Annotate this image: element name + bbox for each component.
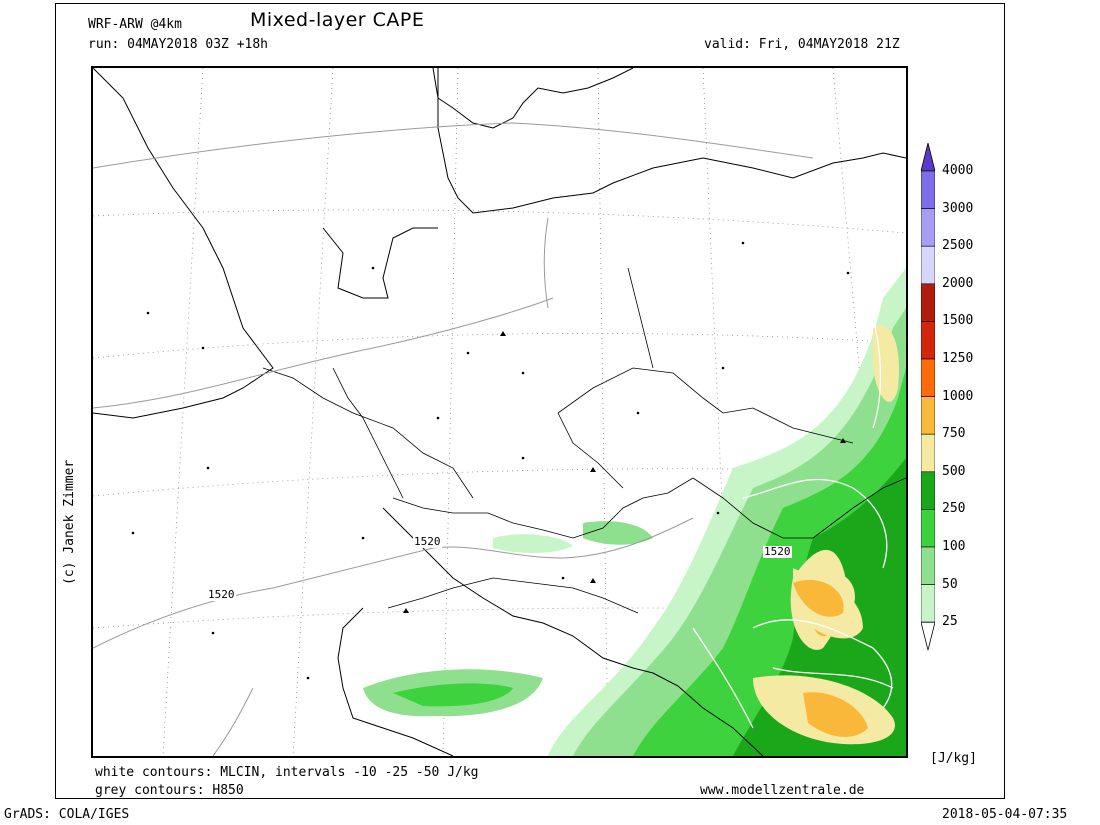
legend-bar bbox=[920, 142, 936, 651]
mountain-markers bbox=[403, 331, 846, 613]
legend-label-750: 750 bbox=[942, 426, 966, 442]
color-legend bbox=[920, 142, 936, 673]
legend-arrow-top bbox=[920, 142, 936, 172]
legend-box-1500 bbox=[920, 283, 936, 322]
contour-label-1520-east: 1520 bbox=[763, 545, 792, 558]
legend-box-50 bbox=[920, 546, 936, 585]
legend-box-100 bbox=[920, 509, 936, 548]
legend-label-2500: 2500 bbox=[942, 238, 974, 254]
legend-box-3000 bbox=[920, 170, 936, 209]
legend-box-250 bbox=[920, 471, 936, 510]
legend-label-2000: 2000 bbox=[942, 275, 974, 291]
contour-label-1520-north: 1520 bbox=[413, 535, 442, 548]
plot-frame bbox=[55, 3, 1005, 799]
coastlines bbox=[93, 68, 906, 756]
cape-shading bbox=[363, 268, 906, 756]
white-contours-note: white contours: MLCIN, intervals -10 -25… bbox=[95, 765, 479, 780]
page-title: Mixed-layer CAPE bbox=[250, 9, 425, 31]
grads-credit: GrADS: COLA/IGES bbox=[4, 807, 130, 822]
city-markers bbox=[131, 241, 850, 680]
valid-label: valid: Fri, 04MAY2018 21Z bbox=[704, 37, 900, 52]
website-link[interactable]: www.modellzentrale.de bbox=[700, 783, 865, 798]
weather-map: 1520 1520 1520 bbox=[91, 66, 908, 758]
country-borders bbox=[262, 267, 906, 614]
render-timestamp: 2018-05-04-07:35 bbox=[942, 807, 1068, 822]
legend-label-500: 500 bbox=[942, 463, 966, 479]
legend-arrow-bottom bbox=[920, 621, 936, 651]
legend-label-250: 250 bbox=[942, 501, 966, 517]
legend-box-2000 bbox=[920, 245, 936, 285]
legend-box-1250 bbox=[920, 321, 936, 360]
legend-box-2500 bbox=[920, 208, 936, 247]
legend-label-25: 25 bbox=[942, 614, 958, 630]
legend-label-3000: 3000 bbox=[942, 200, 974, 216]
legend-box-1000 bbox=[920, 358, 936, 397]
legend-label-1500: 1500 bbox=[942, 313, 974, 329]
legend-box-750 bbox=[920, 396, 936, 435]
model-label: WRF-ARW @4km bbox=[88, 17, 182, 32]
grey-contours-note: grey contours: H850 bbox=[95, 783, 244, 798]
legend-label-1250: 1250 bbox=[942, 351, 974, 366]
run-label: run: 04MAY2018 03Z +18h bbox=[88, 37, 269, 52]
contour-label-1520-west: 1520 bbox=[207, 588, 236, 601]
legend-unit: [J/kg] bbox=[930, 751, 977, 766]
h850-contours bbox=[93, 122, 814, 756]
legend-label-4000: 4000 bbox=[942, 163, 974, 178]
map-canvas bbox=[93, 68, 906, 756]
legend-box-500 bbox=[920, 433, 936, 473]
legend-label-50: 50 bbox=[942, 576, 958, 592]
legend-label-1000: 1000 bbox=[942, 388, 974, 404]
mlcin-contours bbox=[692, 317, 894, 729]
legend-box-25 bbox=[920, 584, 936, 623]
credit-label: (c) Janek Zimmer bbox=[62, 459, 77, 585]
legend-label-100: 100 bbox=[942, 539, 966, 554]
